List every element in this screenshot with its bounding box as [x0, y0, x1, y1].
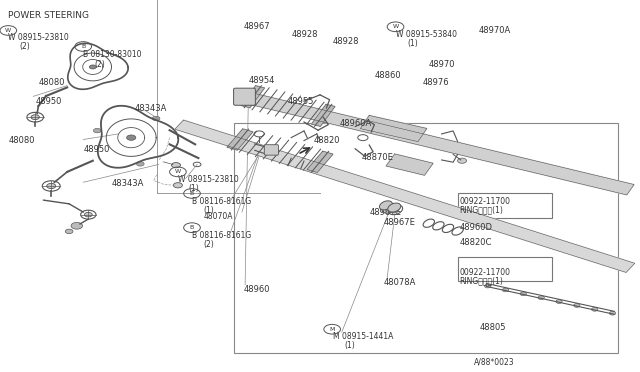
- Text: 48954: 48954: [248, 76, 275, 85]
- Text: (1): (1): [204, 206, 214, 215]
- Text: B 08116-8161G: B 08116-8161G: [192, 197, 252, 206]
- Text: W 08915-23810: W 08915-23810: [8, 33, 69, 42]
- Text: (2): (2): [204, 240, 214, 249]
- Circle shape: [84, 212, 92, 217]
- Text: M: M: [330, 327, 335, 332]
- Text: W 08915-53840: W 08915-53840: [396, 30, 456, 39]
- Circle shape: [172, 163, 180, 168]
- Text: 48860: 48860: [374, 71, 401, 80]
- Ellipse shape: [380, 201, 392, 210]
- Ellipse shape: [385, 206, 393, 211]
- Circle shape: [93, 128, 101, 133]
- Text: (1): (1): [189, 184, 200, 193]
- Text: (2): (2): [95, 60, 106, 68]
- Text: W 08915-23810: W 08915-23810: [178, 175, 239, 184]
- Circle shape: [136, 162, 144, 166]
- Polygon shape: [307, 151, 333, 173]
- Bar: [234, 123, 618, 353]
- Bar: [458, 193, 552, 218]
- Circle shape: [573, 304, 580, 307]
- Polygon shape: [360, 115, 427, 142]
- FancyBboxPatch shape: [264, 145, 278, 155]
- Text: 48820C: 48820C: [460, 238, 492, 247]
- Circle shape: [90, 65, 96, 69]
- Polygon shape: [239, 92, 634, 195]
- Circle shape: [294, 163, 303, 168]
- Text: 48928: 48928: [333, 37, 359, 46]
- Circle shape: [591, 308, 598, 311]
- Text: 48820: 48820: [314, 136, 340, 145]
- Text: B: B: [81, 44, 85, 49]
- Polygon shape: [241, 86, 264, 108]
- Text: 48928: 48928: [291, 30, 317, 39]
- Text: A/88*0023: A/88*0023: [474, 358, 514, 367]
- Circle shape: [432, 144, 441, 149]
- Text: 48343A: 48343A: [134, 104, 167, 113]
- Circle shape: [307, 166, 316, 171]
- Text: (1): (1): [407, 39, 418, 48]
- Circle shape: [127, 135, 136, 140]
- Text: M 08915-1441A: M 08915-1441A: [333, 332, 393, 341]
- Circle shape: [502, 288, 509, 292]
- Text: 48805: 48805: [480, 323, 506, 331]
- Circle shape: [520, 292, 527, 296]
- Text: 48950: 48950: [35, 97, 61, 106]
- Text: 48960D: 48960D: [460, 223, 493, 232]
- Circle shape: [538, 296, 545, 299]
- Circle shape: [31, 115, 40, 119]
- Polygon shape: [175, 120, 635, 272]
- Ellipse shape: [392, 207, 399, 212]
- Ellipse shape: [388, 203, 401, 212]
- Text: RINGリング(1): RINGリング(1): [460, 205, 504, 214]
- Text: W: W: [392, 24, 399, 29]
- Text: 48070A: 48070A: [204, 212, 233, 221]
- Text: 48967E: 48967E: [370, 208, 402, 217]
- Text: 48080: 48080: [8, 136, 35, 145]
- Polygon shape: [227, 129, 253, 150]
- Text: 48967E: 48967E: [384, 218, 416, 227]
- Circle shape: [173, 183, 182, 188]
- Text: W: W: [175, 169, 181, 174]
- Text: B 08130-83010: B 08130-83010: [83, 50, 141, 59]
- Text: 48955: 48955: [288, 97, 314, 106]
- Text: B: B: [190, 225, 194, 230]
- Text: B 08116-8161G: B 08116-8161G: [192, 231, 252, 240]
- Circle shape: [65, 229, 73, 234]
- Text: W: W: [5, 28, 12, 33]
- Circle shape: [484, 284, 491, 288]
- Text: 00922-11700: 00922-11700: [460, 197, 511, 206]
- Text: 48960A: 48960A: [339, 119, 371, 128]
- Text: (1): (1): [344, 341, 355, 350]
- Text: 48976: 48976: [422, 78, 449, 87]
- Text: 48870E: 48870E: [362, 153, 394, 161]
- Text: 48970: 48970: [429, 60, 455, 68]
- Text: RINGリング(1): RINGリング(1): [460, 276, 504, 285]
- Text: B: B: [190, 191, 194, 196]
- Circle shape: [152, 116, 160, 121]
- Polygon shape: [386, 154, 433, 175]
- Circle shape: [609, 311, 616, 315]
- Circle shape: [556, 300, 562, 304]
- FancyBboxPatch shape: [234, 88, 255, 105]
- Text: 48950: 48950: [83, 145, 109, 154]
- Text: 48080: 48080: [38, 78, 65, 87]
- Text: POWER STEERING: POWER STEERING: [8, 11, 89, 20]
- Circle shape: [71, 222, 83, 229]
- Circle shape: [47, 183, 56, 189]
- Bar: [458, 257, 552, 281]
- Text: 48343A: 48343A: [112, 179, 145, 187]
- Text: 48970A: 48970A: [479, 26, 511, 35]
- Text: 48967: 48967: [243, 22, 270, 31]
- Text: 00922-11700: 00922-11700: [460, 268, 511, 277]
- Text: (2): (2): [19, 42, 30, 51]
- Text: 48078A: 48078A: [384, 278, 417, 287]
- Polygon shape: [312, 104, 335, 126]
- Circle shape: [458, 158, 467, 163]
- Text: 48960: 48960: [243, 285, 269, 294]
